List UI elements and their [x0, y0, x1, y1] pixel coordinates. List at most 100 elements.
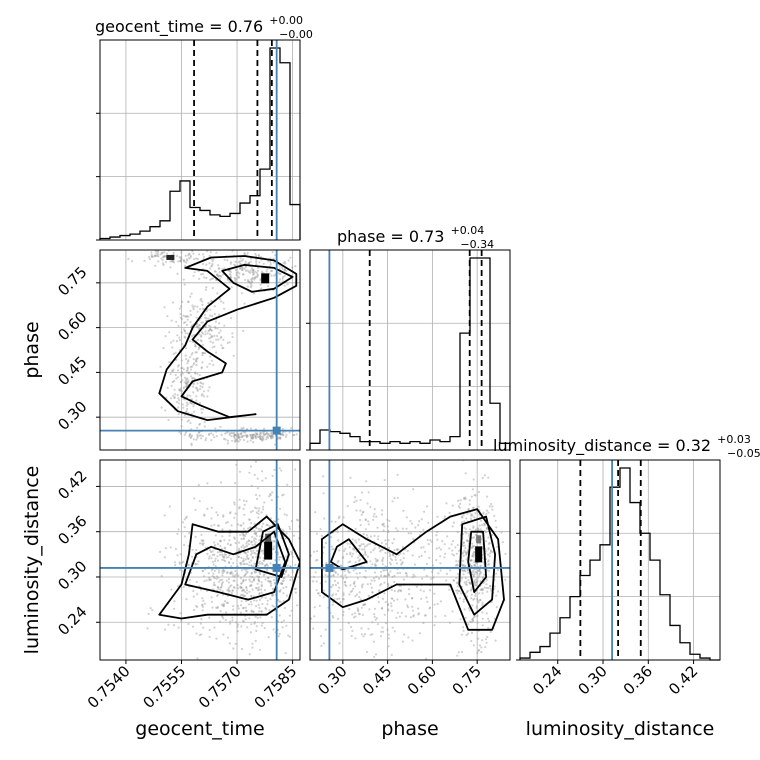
scatter-point	[465, 583, 468, 587]
scatter-point	[464, 551, 467, 554]
scatter-point	[229, 543, 233, 546]
scatter-point	[421, 577, 424, 580]
xlabel-phase: phase	[381, 718, 438, 740]
scatter-point	[360, 633, 363, 636]
scatter-point	[216, 273, 219, 277]
scatter-point	[363, 575, 366, 578]
scatter-point	[189, 365, 192, 369]
scatter-point	[480, 651, 483, 654]
scatter-point	[127, 257, 130, 260]
scatter-point	[325, 561, 328, 565]
scatter-point	[219, 539, 222, 542]
scatter-point	[228, 561, 231, 564]
scatter-point	[223, 307, 226, 310]
scatter-point	[342, 593, 345, 597]
scatter-point	[255, 507, 258, 510]
scatter-point	[444, 552, 447, 555]
scatter-point	[272, 257, 275, 260]
scatter-point	[164, 409, 167, 412]
scatter-point	[179, 260, 182, 263]
scatter-point	[466, 595, 469, 598]
scatter-point	[504, 578, 507, 581]
scatter-point	[192, 608, 196, 612]
scatter-point	[216, 593, 219, 596]
scatter-point	[208, 362, 211, 365]
scatter-point	[203, 514, 206, 517]
scatter-point	[233, 434, 236, 437]
scatter-point	[320, 644, 323, 647]
scatter-point	[373, 512, 376, 516]
scatter-point	[256, 575, 259, 578]
scatter-point	[471, 545, 474, 548]
scatter-point	[354, 527, 357, 531]
scatter-point	[236, 523, 239, 526]
scatter-point	[210, 299, 213, 303]
scatter-point	[202, 262, 205, 266]
scatter-point	[221, 569, 225, 572]
scatter-point	[314, 510, 317, 514]
scatter-point	[185, 382, 188, 385]
scatter-point	[465, 580, 468, 584]
scatter-point	[282, 586, 285, 590]
scatter-point	[249, 260, 252, 263]
scatter-point	[222, 602, 225, 605]
scatter-point	[247, 261, 250, 265]
scatter-point	[358, 572, 361, 575]
scatter-point	[219, 578, 222, 582]
scatter-point	[474, 615, 477, 618]
scatter-point	[459, 499, 462, 502]
scatter-point	[236, 604, 240, 608]
scatter-point	[221, 581, 224, 584]
scatter-point	[173, 397, 176, 400]
scatter-point	[205, 286, 208, 289]
scatter-point	[244, 579, 247, 582]
scatter-point	[214, 544, 217, 547]
scatter-point	[211, 575, 214, 578]
scatter-point	[463, 544, 466, 547]
scatter-point	[196, 322, 199, 325]
scatter-point	[185, 401, 189, 404]
scatter-point	[355, 572, 358, 575]
scatter-point	[488, 563, 491, 566]
scatter-point	[150, 251, 153, 254]
scatter-point	[370, 579, 373, 582]
scatter-point	[354, 539, 357, 542]
scatter-point	[250, 609, 253, 612]
scatter-point	[404, 572, 407, 575]
xtick-label-luminosity_distance: 0.24	[529, 662, 565, 698]
scatter-point	[373, 571, 377, 574]
scatter-point	[260, 610, 263, 613]
scatter-point	[281, 277, 284, 280]
scatter-point	[363, 545, 366, 548]
scatter-point	[196, 357, 199, 360]
scatter-point	[189, 254, 192, 258]
scatter-point	[285, 594, 288, 597]
scatter-point	[235, 621, 238, 624]
scatter-point	[251, 543, 254, 546]
scatter-point	[233, 586, 236, 589]
scatter-point	[249, 600, 253, 603]
scatter-point	[212, 363, 215, 366]
scatter-point	[204, 439, 207, 442]
scatter-point	[473, 559, 476, 562]
scatter-point	[274, 581, 277, 585]
scatter-point	[270, 274, 273, 277]
scatter-point	[476, 597, 479, 601]
scatter-point	[478, 569, 481, 572]
scatter-point	[418, 520, 421, 523]
scatter-point	[291, 571, 294, 574]
scatter-point	[250, 550, 253, 553]
scatter-point	[466, 549, 469, 552]
scatter-point	[242, 619, 245, 622]
scatter-point	[350, 634, 353, 638]
scatter-point	[163, 306, 166, 309]
scatter-point	[222, 338, 225, 341]
scatter-point	[404, 615, 407, 618]
scatter-point	[196, 357, 199, 360]
scatter-point	[242, 273, 245, 276]
scatter-point	[208, 578, 211, 581]
scatter-point	[365, 534, 368, 537]
scatter-point	[194, 371, 197, 374]
scatter-point	[253, 551, 256, 554]
scatter-point	[405, 527, 408, 530]
